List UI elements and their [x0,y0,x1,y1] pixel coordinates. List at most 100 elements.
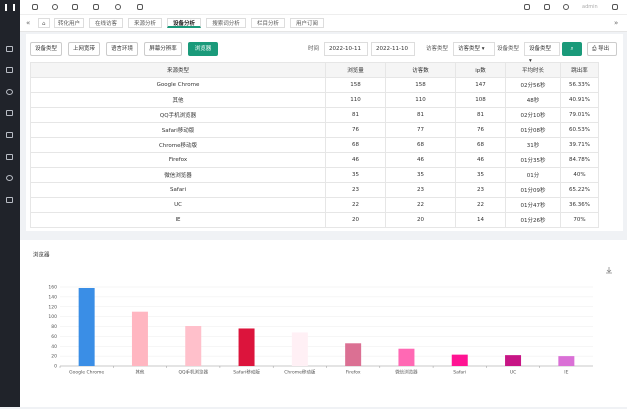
table-cell: Google Chrome [30,77,326,93]
user-name[interactable]: admin [582,4,598,10]
table-panel: 设备类型 上网宽带 语言环境 屏幕分辨率 浏览器 时间 2022-10-11 2022-… [26,34,623,231]
column-header: 平均时长 [505,62,561,78]
filter-button[interactable]: 浏览器 [188,42,218,56]
tool-icon[interactable] [72,4,78,10]
x-tick-label: Google Chrome [69,370,104,376]
table-cell: 20 [385,212,456,228]
nav-icon[interactable] [6,175,13,181]
nav-icon[interactable] [6,67,13,73]
sidebar [0,0,20,407]
header-row: 来源类型 浏览量 访客数 ip数 平均时长 跳出率 [30,62,599,78]
table-cell: 微信浏览器 [30,167,326,183]
tab[interactable]: 来源分析 [128,18,162,28]
table-row: Chrome移动版 68 68 68 31秒 39.71% [30,137,599,153]
table-cell: 60.53% [560,122,599,138]
end-date[interactable]: 2022-11-10 [371,42,415,56]
column-header: ip数 [455,62,506,78]
filter-button[interactable]: 屏幕分辨率 [144,42,182,56]
menu-icon[interactable] [32,4,38,10]
table-cell: 68 [385,137,456,153]
bar [78,287,95,366]
home-icon[interactable] [137,4,143,10]
nav-icon[interactable] [6,89,13,95]
table-cell: 35 [325,167,386,183]
filter-button[interactable]: 语言环境 [106,42,138,56]
tab[interactable]: 用户订阅 [290,18,324,28]
y-tick-label: 140 [48,294,57,300]
table-row: Safari移动版 76 77 76 01分08秒 60.53% [30,122,599,138]
table-cell: 108 [455,92,506,108]
device-type-select[interactable]: 设备类型 ▾ [524,42,560,64]
nav-icon[interactable] [6,154,13,160]
y-tick-label: 20 [51,354,57,360]
table-cell: UC [30,197,326,213]
chart-panel: 浏览器 0 20 40 60 80 100 120 140 160 Google Chrome 其他… [20,240,627,407]
visitor-type-select[interactable]: 访客类型 ▾ [453,42,495,56]
y-tick-label: 120 [48,304,57,310]
export-text: 导出 [598,46,610,52]
table-cell: 22 [385,197,456,213]
tab[interactable]: 搜索词分析 [206,18,246,28]
message-icon[interactable] [524,4,530,10]
table-cell: 81 [455,107,506,123]
bar [505,355,522,366]
more-icon[interactable] [612,4,618,10]
tag-icon[interactable] [544,4,550,10]
tab-next[interactable]: » [614,19,619,27]
table-cell: 01分09秒 [505,182,561,198]
table-cell: 70% [560,212,599,228]
start-date[interactable]: 2022-10-11 [324,42,368,56]
filter-button[interactable]: 设备类型 [30,42,62,56]
table-cell: 56.33% [560,77,599,93]
nav-icon[interactable] [6,132,13,138]
bar [345,343,362,366]
table-row: 其他 110 110 108 48秒 40.91% [30,92,599,108]
nav-icon[interactable] [6,197,13,203]
table-cell: 23 [455,182,506,198]
x-tick-label: 微信浏览器 [395,369,418,376]
table-cell: 46 [455,152,506,168]
table-cell: 01分47秒 [505,197,561,213]
filter-button[interactable]: 上网宽带 [68,42,100,56]
table-cell: 65.22% [560,182,599,198]
refresh-icon[interactable] [52,4,58,10]
table-row: Firefox 46 46 46 01分35秒 84.78% [30,152,599,168]
bar [291,332,308,366]
nav-icon[interactable] [6,46,13,52]
code-icon[interactable] [93,4,99,10]
table-cell: 81 [385,107,456,123]
column-header: 浏览量 [325,62,386,78]
tab-prev[interactable]: « [26,19,31,27]
tab[interactable]: 转化用户 [54,18,84,28]
table-row: QQ手机浏览器 81 81 81 02分10秒 79.01% [30,107,599,123]
table-cell: 79.01% [560,107,599,123]
table-cell: Chrome移动版 [30,137,326,153]
table-row: 微信浏览器 35 35 35 01分 40% [30,167,599,183]
nav-icon[interactable] [6,110,13,116]
bug-icon[interactable] [115,4,121,10]
tab[interactable]: 设备分析 [167,18,201,28]
export-button[interactable]: ⎙ 导出 [587,42,617,56]
table-row: IE 20 20 14 01分26秒 70% [30,212,599,228]
tab[interactable]: 在线访客 [89,18,123,28]
home-tab[interactable]: ⌂ [38,18,50,28]
search-button[interactable]: ⌕ [562,42,582,56]
bell-icon[interactable] [563,4,569,10]
table-cell: Safari [30,182,326,198]
table-cell: 147 [455,77,506,93]
table-cell: 35 [455,167,506,183]
table-cell: 其他 [30,92,326,108]
table-cell: 23 [385,182,456,198]
table-cell: 40% [560,167,599,183]
x-tick-label: 其他 [135,369,144,376]
download-icon[interactable] [606,267,612,274]
table-cell: 01分26秒 [505,212,561,228]
table-row: UC 22 22 22 01分47秒 36.36% [30,197,599,213]
y-tick-label: 40 [51,344,57,350]
table-cell: 36.36% [560,197,599,213]
top-bar: admin [20,0,627,15]
table-cell: 22 [325,197,386,213]
tab[interactable]: 栏目分析 [251,18,285,28]
table-cell: 110 [325,92,386,108]
